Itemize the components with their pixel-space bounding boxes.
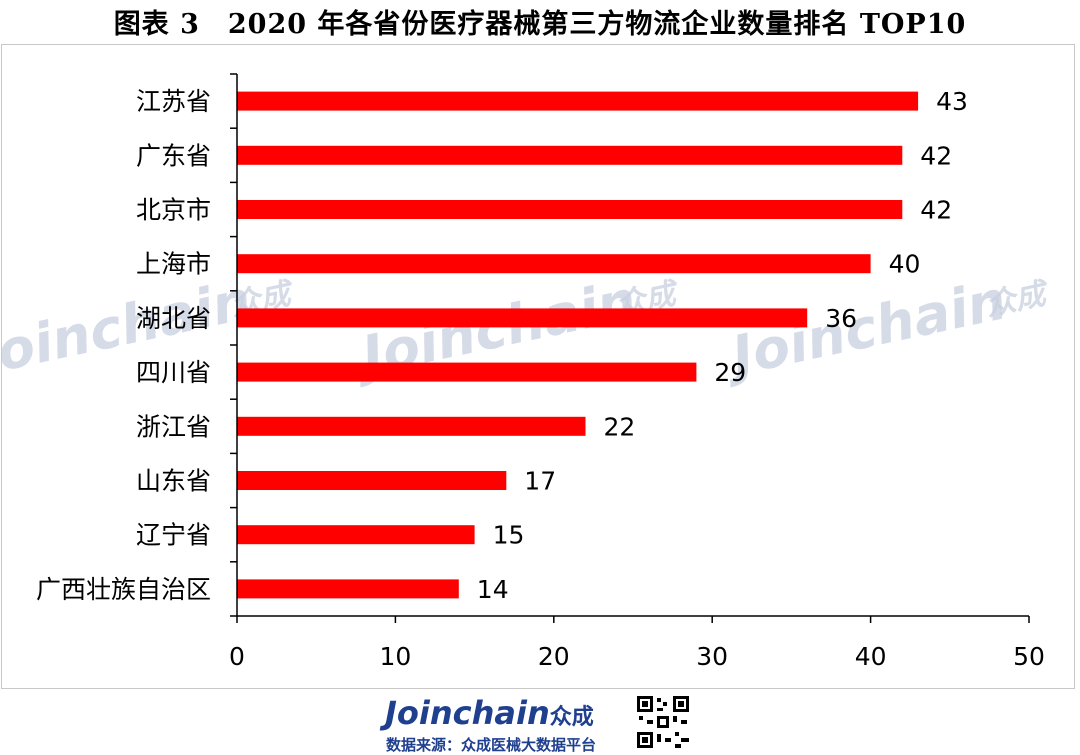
data-label-7: 22 bbox=[604, 412, 636, 441]
bar-2 bbox=[237, 145, 903, 165]
x-tick-label-3: 30 bbox=[696, 642, 728, 671]
bar-1 bbox=[237, 91, 919, 111]
x-axis: 0 10 20 30 40 50 bbox=[229, 615, 1045, 671]
bar-3 bbox=[237, 200, 903, 219]
chart-title: 图表 3 2020 年各省份医疗器械第三方物流企业数量排名 TOP10 bbox=[113, 9, 967, 40]
footer-brand-logo: Joinchain众成 bbox=[385, 694, 594, 732]
data-label-5: 36 bbox=[825, 304, 857, 333]
data-label-10: 14 bbox=[477, 575, 509, 604]
bar-8 bbox=[237, 471, 507, 490]
data-labels-group: 43 42 42 40 36 29 22 17 15 14 bbox=[477, 87, 968, 604]
watermark-text: Joinchain bbox=[718, 268, 1012, 389]
data-label-2: 42 bbox=[920, 141, 952, 170]
data-label-4: 40 bbox=[889, 250, 921, 279]
data-label-8: 17 bbox=[524, 467, 556, 496]
qr-code-icon bbox=[635, 694, 691, 750]
x-tick-label-2: 20 bbox=[538, 642, 570, 671]
category-label-8: 山东省 bbox=[136, 467, 211, 496]
category-label-6: 四川省 bbox=[136, 358, 211, 387]
bar-5 bbox=[237, 308, 808, 328]
x-tick-label-5: 50 bbox=[1013, 642, 1045, 671]
bars-group bbox=[237, 91, 919, 599]
footer-brand-text: Joinchain bbox=[385, 694, 550, 732]
bar-chart: Joinchain众成 Joinchain众成 Joinchain众成 434242… bbox=[2, 73, 1053, 671]
category-label-1: 江苏省 bbox=[136, 87, 211, 116]
category-label-4: 上海市 bbox=[136, 250, 211, 279]
bar-6 bbox=[237, 362, 697, 382]
bar-10 bbox=[237, 579, 459, 599]
watermark-text: Joinchain bbox=[2, 268, 257, 389]
x-tick-label-4: 40 bbox=[855, 642, 887, 671]
category-label-5: 湖北省 bbox=[136, 304, 211, 333]
bar-4 bbox=[237, 254, 871, 274]
footer-source-text: 数据来源：众成医械大数据平台 bbox=[386, 736, 597, 754]
chart-frame: Joinchain 众成 Joinchain 众成 Joinchain 众成 43 42 42… bbox=[1, 44, 1075, 689]
category-label-3: 北京市 bbox=[136, 196, 211, 225]
category-label-9: 辽宁省 bbox=[136, 521, 211, 550]
data-label-9: 15 bbox=[493, 521, 525, 550]
category-label-2: 广东省 bbox=[136, 141, 211, 170]
data-label-3: 42 bbox=[920, 196, 952, 225]
bar-7 bbox=[237, 416, 586, 436]
data-label-6: 29 bbox=[714, 358, 746, 387]
x-tick-label-0: 0 bbox=[229, 642, 245, 671]
category-label-7: 浙江省 bbox=[136, 412, 211, 441]
x-tick-label-1: 10 bbox=[379, 642, 411, 671]
footer-brand-suffix: 众成 bbox=[549, 705, 594, 730]
category-label-10: 广西壮族自治区 bbox=[36, 575, 211, 604]
bar-9 bbox=[237, 525, 475, 545]
data-label-1: 43 bbox=[936, 87, 968, 116]
